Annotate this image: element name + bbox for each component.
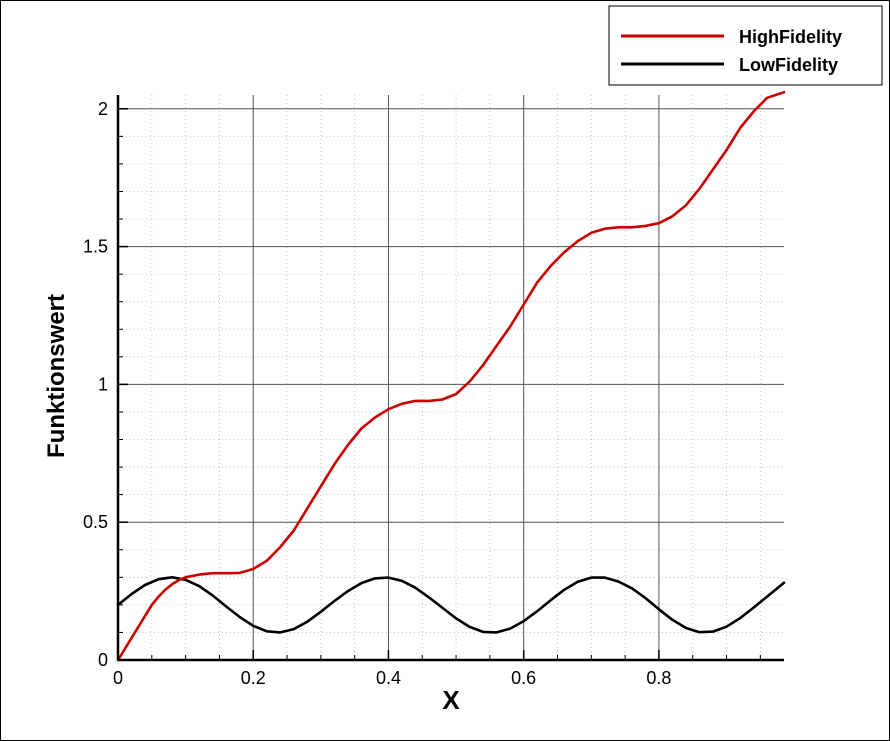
y-axis-title: Funktionswert bbox=[43, 294, 70, 458]
x-tick-label: 0 bbox=[113, 668, 123, 688]
axes-layer bbox=[116, 95, 784, 662]
y-tick-label: 2 bbox=[98, 99, 108, 119]
legend-label-highfidelity: HighFidelity bbox=[739, 27, 842, 47]
x-tick-label: 0.8 bbox=[646, 668, 671, 688]
series-line-lowfidelity bbox=[116, 575, 786, 634]
x-tick-label: 0.4 bbox=[376, 668, 401, 688]
tick-labels: 0 0.2 0.4 0.6 0.8 0 0.5 1 1.5 2 bbox=[83, 99, 671, 688]
legend: HighFidelity LowFidelity bbox=[608, 5, 883, 86]
y-tick-label: 0 bbox=[98, 650, 108, 670]
y-tick-label: 1.5 bbox=[83, 237, 108, 257]
minor-grid bbox=[118, 95, 784, 660]
legend-label-lowfidelity: LowFidelity bbox=[739, 55, 838, 75]
x-tick-label: 0.2 bbox=[241, 668, 266, 688]
series-line-highfidelity bbox=[116, 90, 786, 662]
y-tick-label: 1 bbox=[98, 374, 108, 394]
y-tick-label: 0.5 bbox=[83, 512, 108, 532]
x-axis-title: X bbox=[442, 685, 460, 715]
series-layer bbox=[116, 90, 786, 662]
major-grid bbox=[118, 95, 784, 660]
x-tick-label: 0.6 bbox=[511, 668, 536, 688]
legend-box bbox=[608, 5, 883, 86]
